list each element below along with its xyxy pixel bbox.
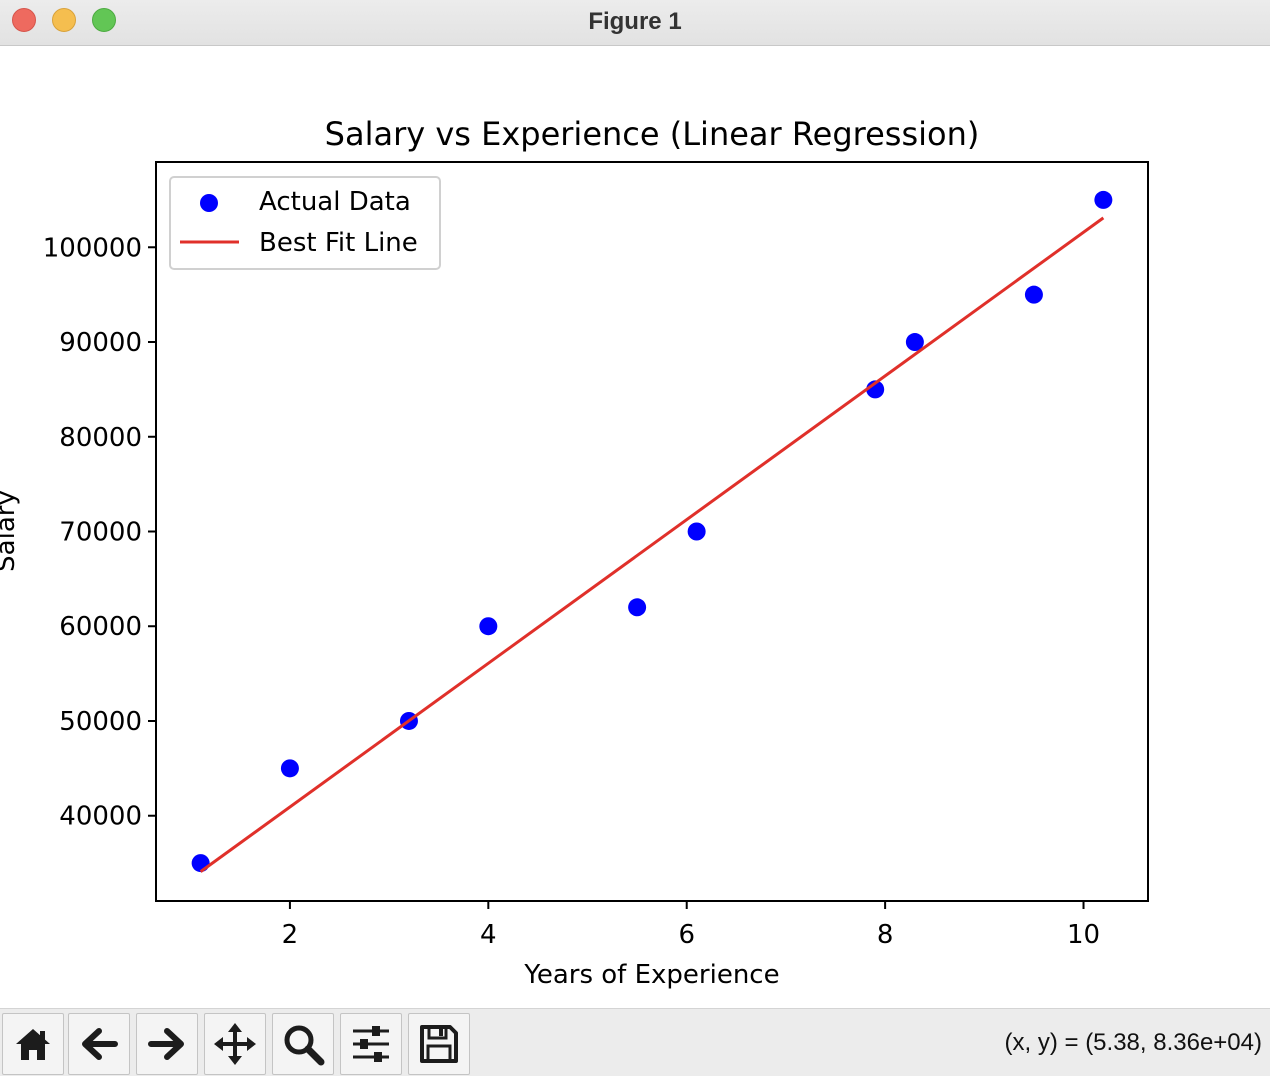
navigation-toolbar: (x, y) = (5.38, 8.36e+04) <box>0 1008 1270 1076</box>
close-window-button[interactable] <box>12 8 36 32</box>
y-tick-label: 80000 <box>59 423 142 453</box>
window-title: Figure 1 <box>588 8 682 35</box>
y-tick-label: 40000 <box>59 802 142 832</box>
x-tick-label: 6 <box>678 920 695 950</box>
zoom-window-button[interactable] <box>92 8 116 32</box>
x-tick-label: 2 <box>282 920 299 950</box>
window-titlebar: Figure 1 <box>0 0 1270 46</box>
x-axis-label: Years of Experience <box>523 960 779 990</box>
configure-subplots-button[interactable] <box>340 1013 402 1075</box>
y-tick-label: 60000 <box>59 612 142 642</box>
legend-scatter-marker <box>200 194 218 212</box>
back-button[interactable] <box>68 1013 130 1075</box>
y-tick-label: 50000 <box>59 707 142 737</box>
figure-canvas[interactable]: Salary vs Experience (Linear Regression)… <box>0 47 1270 1008</box>
data-point <box>1024 285 1043 304</box>
magnifier-icon <box>284 1025 325 1066</box>
legend-label-actual-data: Actual Data <box>259 187 411 217</box>
x-tick-label: 4 <box>480 920 497 950</box>
x-tick-label: 10 <box>1067 920 1100 950</box>
forward-button[interactable] <box>136 1013 198 1075</box>
cursor-coordinates: (x, y) = (5.38, 8.36e+04) <box>1004 1029 1262 1056</box>
chart-title: Salary vs Experience (Linear Regression) <box>325 115 980 153</box>
chart: Salary vs Experience (Linear Regression)… <box>0 115 1149 990</box>
home-button[interactable] <box>2 1013 64 1075</box>
legend-label-best-fit-line: Best Fit Line <box>259 228 418 258</box>
legend-box <box>169 176 441 270</box>
zoom-button[interactable] <box>272 1013 334 1075</box>
data-point <box>687 522 706 541</box>
plot-marks <box>191 190 1113 873</box>
data-point <box>905 333 924 352</box>
axis-ticks: 2 4 6 8 10 40000 50000 60000 70000 80000 90000 1000… <box>43 233 1100 950</box>
y-tick-label: 70000 <box>59 518 142 548</box>
home-icon <box>16 1029 50 1060</box>
floppy-disk-icon <box>420 1025 458 1063</box>
x-tick-label: 8 <box>877 920 894 950</box>
y-tick-label: 100000 <box>43 233 142 263</box>
data-point <box>191 854 210 873</box>
pan-button[interactable] <box>204 1013 266 1075</box>
y-axis-label: Salary <box>0 490 21 572</box>
arrow-left-icon <box>82 1028 118 1060</box>
save-button[interactable] <box>408 1013 470 1075</box>
data-point <box>280 759 299 778</box>
arrow-right-icon <box>148 1028 184 1060</box>
move-icon <box>214 1023 256 1065</box>
y-tick-label: 90000 <box>59 328 142 358</box>
data-point <box>479 617 498 636</box>
data-point <box>628 598 647 617</box>
minimize-window-button[interactable] <box>52 8 76 32</box>
legend: Actual Data Best Fit Line <box>169 176 441 270</box>
sliders-icon <box>353 1026 389 1062</box>
best-fit-line <box>199 216 1105 873</box>
plot-frame <box>155 161 1149 902</box>
data-point <box>1094 190 1113 209</box>
